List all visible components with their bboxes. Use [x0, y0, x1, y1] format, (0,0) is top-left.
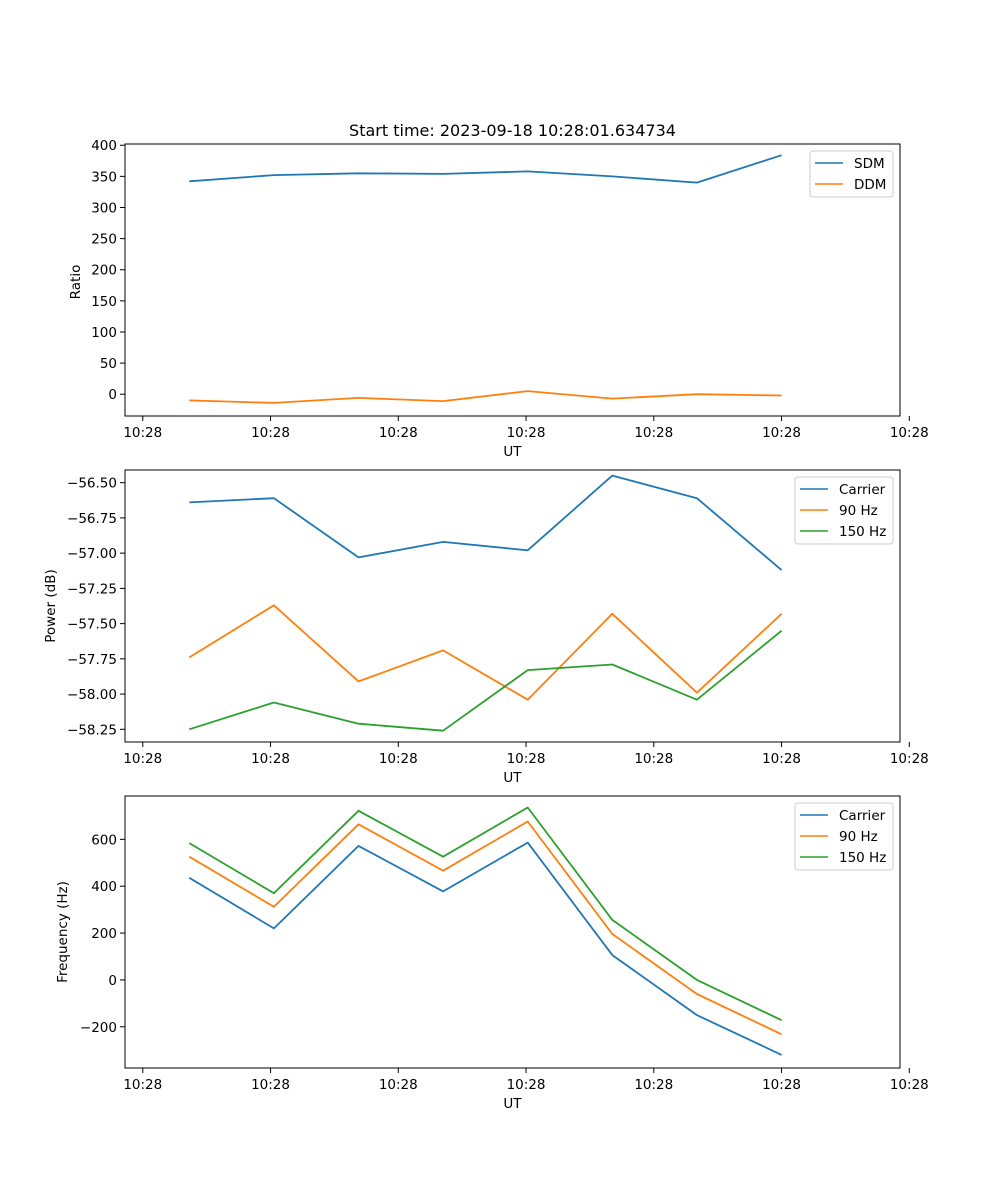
- x-axis-label: UT: [503, 770, 522, 786]
- y-tick-label: −57.00: [67, 546, 117, 562]
- x-tick-label: 10:28: [507, 751, 546, 767]
- series-line-ddm: [189, 390, 782, 404]
- y-tick-label: −56.75: [67, 511, 117, 527]
- series-line-carrier: [188, 841, 782, 1056]
- y-tick-label: −200: [80, 1020, 117, 1036]
- series-line-150-hz: [188, 806, 782, 1022]
- legend-label-150hz: 150 Hz: [839, 850, 886, 866]
- x-tick-label: 10:28: [890, 425, 929, 441]
- plot-area: [124, 143, 901, 417]
- x-tick-label: 10:28: [251, 425, 290, 441]
- y-tick-label: 0: [108, 387, 117, 403]
- y-axis-label: Ratio: [68, 265, 84, 300]
- y-tick-label: 600: [91, 832, 117, 848]
- panel-ratio: 10:2810:2810:2810:2810:2810:2810:2810:29…: [68, 138, 929, 460]
- y-tick-label: −57.50: [67, 617, 117, 633]
- y-tick-label: 0: [108, 973, 117, 989]
- legend-label-150hz: 150 Hz: [839, 524, 886, 540]
- legend-frame: [794, 476, 894, 545]
- legend-label-carrier: Carrier: [839, 808, 886, 824]
- x-tick-label: 10:28: [123, 425, 162, 441]
- y-tick-label: 50: [100, 356, 117, 372]
- x-tick-label: 10:28: [507, 1077, 546, 1093]
- x-axis-label: UT: [503, 1096, 522, 1112]
- x-tick-label: 10:28: [379, 1077, 418, 1093]
- legend: SDM DDM: [809, 150, 894, 198]
- y-tick-label: −58.25: [67, 722, 117, 738]
- y-tick-label: −58.00: [67, 687, 117, 703]
- y-tick-label: 400: [91, 138, 117, 154]
- y-axis: −58.25 −58.00 −57.75 −57.50 −57.25 −57.00 −56.…: [67, 476, 125, 738]
- y-tick-label: −57.25: [67, 581, 117, 597]
- y-tick-label: 100: [91, 325, 117, 341]
- x-tick-label: 10:28: [762, 751, 801, 767]
- y-tick-label: 400: [91, 879, 117, 895]
- y-axis-label: Frequency (Hz): [55, 881, 71, 983]
- legend-label-90hz: 90 Hz: [839, 503, 878, 519]
- y-tick-label: 300: [91, 200, 117, 216]
- y-tick-label: 200: [91, 926, 117, 942]
- x-tick-label: 10:28: [890, 751, 929, 767]
- x-tick-label: 10:28: [634, 751, 673, 767]
- legend-label-ddm: DDM: [854, 177, 886, 193]
- y-axis: 0 50 100 150 200 250 300 350 400: [91, 138, 125, 403]
- series-line-90-hz: [188, 604, 783, 701]
- x-tick-label: 10:28: [123, 1077, 162, 1093]
- legend-label-sdm: SDM: [854, 156, 885, 172]
- series-line-150-hz: [189, 630, 783, 732]
- y-tick-label: −57.75: [67, 652, 117, 668]
- x-tick-label: 10:28: [251, 751, 290, 767]
- panel-power: 10:2810:2810:2810:2810:2810:2810:2810:29…: [43, 469, 929, 786]
- panel-frequency: 10:2810:2810:2810:2810:2810:2810:2810:29…: [55, 795, 929, 1112]
- x-tick-label: 10:28: [890, 1077, 929, 1093]
- y-axis-label: Power (dB): [43, 569, 59, 642]
- series-line-90-hz: [188, 820, 782, 1036]
- x-tick-label: 10:28: [379, 751, 418, 767]
- x-tick-label: 10:28: [762, 425, 801, 441]
- x-tick-label: 10:28: [762, 1077, 801, 1093]
- series-line-carrier: [189, 474, 783, 571]
- legend-label-carrier: Carrier: [839, 482, 886, 498]
- chart-title: Start time: 2023-09-18 10:28:01.634734: [349, 121, 676, 140]
- y-tick-label: 250: [91, 232, 117, 248]
- x-tick-label: 10:28: [634, 425, 673, 441]
- legend-label-90hz: 90 Hz: [839, 829, 878, 845]
- series-layer: [188, 806, 782, 1056]
- x-tick-label: 10:28: [251, 1077, 290, 1093]
- x-tick-label: 10:28: [507, 425, 546, 441]
- series-line-sdm: [189, 154, 782, 184]
- plot-area: [124, 469, 901, 743]
- legend: Carrier 90 Hz 150 Hz: [794, 476, 894, 545]
- y-tick-label: 200: [91, 263, 117, 279]
- series-layer: [189, 154, 782, 404]
- legend-frame: [794, 802, 894, 871]
- y-tick-label: 150: [91, 294, 117, 310]
- x-tick-label: 10:28: [379, 425, 418, 441]
- series-layer: [188, 474, 783, 732]
- y-tick-label: −56.50: [67, 476, 117, 492]
- y-axis: −200 0 200 400 600: [80, 832, 125, 1036]
- x-tick-label: 10:28: [123, 751, 162, 767]
- x-tick-label: 10:28: [634, 1077, 673, 1093]
- x-axis-label: UT: [503, 444, 522, 460]
- y-tick-label: 350: [91, 169, 117, 185]
- legend: Carrier 90 Hz 150 Hz: [794, 802, 894, 871]
- plot-area: [124, 795, 901, 1069]
